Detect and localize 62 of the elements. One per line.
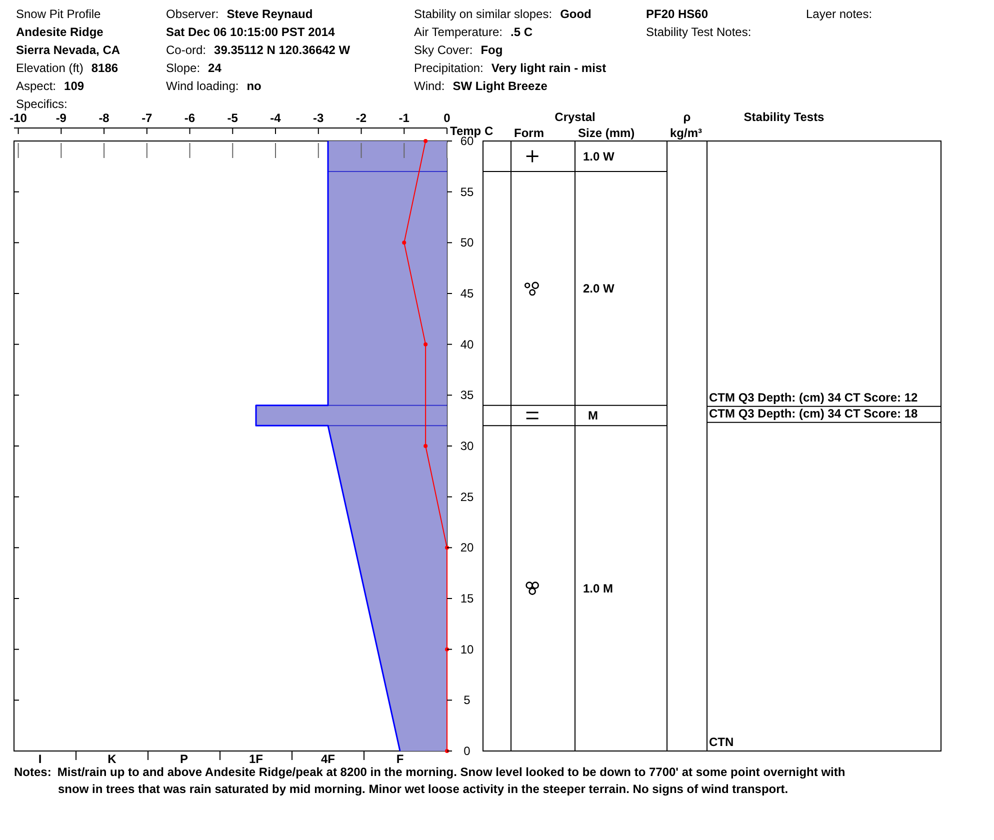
y-tick-label: 35 xyxy=(460,388,474,402)
text: Stability Test Notes: xyxy=(646,25,752,39)
x2-tick-label: 0 xyxy=(444,111,451,125)
text: CTN xyxy=(709,735,734,749)
x2-tick-label: -2 xyxy=(356,111,367,125)
text: CTM Q3 Depth: (cm) 34 CT Score: 12 xyxy=(709,390,918,404)
x-tick-label: 1F xyxy=(248,752,264,766)
x-tick-label: F xyxy=(396,752,404,766)
text: Sky Cover: Fog xyxy=(414,43,503,57)
y-tick-label: 40 xyxy=(460,337,474,352)
text: Precipitation: Very light rain - mist xyxy=(414,61,606,75)
text: 1.0 W xyxy=(583,149,616,164)
text: Air Temperature: .5 C xyxy=(414,25,533,39)
x-tick-label: I xyxy=(38,752,42,766)
text: Sierra Nevada, CA xyxy=(16,43,120,57)
text: Specifics: xyxy=(16,97,68,111)
x2-tick-label: -7 xyxy=(142,111,153,125)
category-label: Form xyxy=(514,126,544,140)
text: Notes: Mist/rain up to and above Andesite Ridge/peak at 8200 in the morning. Snow level looked to be down to 7700' at some point overnight with snow in trees that was rain saturated by mid morning. Minor wet loose activity in the steeper terrain. No signs of wind transport. xyxy=(14,765,846,796)
y-tick-label: 25 xyxy=(460,490,474,504)
x-tick-label: P xyxy=(180,752,188,766)
category-label: Stability Tests xyxy=(744,110,825,124)
x-tick-label: 4F xyxy=(320,752,336,766)
x2-tick-label: -9 xyxy=(56,111,67,125)
text: Slope: 24 xyxy=(166,61,222,75)
text: Sat Dec 06 10:15:00 PST 2014 xyxy=(166,25,336,39)
x2-tick-label: -6 xyxy=(184,111,196,125)
x2-tick-label: -1 xyxy=(398,111,410,125)
text: PF20 HS60 xyxy=(646,7,708,21)
text: Elevation (ft) 8186 xyxy=(16,61,118,75)
x-tick-label: K xyxy=(108,752,117,766)
text: Observer: Steve Reynaud xyxy=(166,7,313,21)
text: ρ xyxy=(683,110,691,124)
text: Co-ord: 39.35112 N 120.36642 W xyxy=(166,43,351,57)
text: 2.0 W xyxy=(583,281,616,296)
text: Wind loading: no xyxy=(166,79,262,93)
y-tick-label: 30 xyxy=(460,439,474,453)
y-tick-label: 5 xyxy=(464,693,471,708)
text: CTM Q3 Depth: (cm) 34 CT Score: 18 xyxy=(709,406,918,420)
text: Stability on similar slopes: Good xyxy=(414,7,592,21)
x2-tick-label: -5 xyxy=(227,111,238,125)
y-tick-label: 0 xyxy=(464,744,471,758)
text: M xyxy=(588,408,598,422)
y-tick-label: 50 xyxy=(460,236,474,250)
text: Andesite Ridge xyxy=(16,25,104,39)
y-tick-label: 45 xyxy=(460,286,474,300)
text: Layer notes: xyxy=(806,7,872,21)
chart-title: Snow Pit Profile xyxy=(16,7,102,21)
category-label: Size (mm) xyxy=(578,126,635,140)
x2-tick-label: -3 xyxy=(313,111,324,125)
y-tick-label: 10 xyxy=(460,642,474,656)
y-tick-label: 20 xyxy=(460,540,474,555)
text: Wind: SW Light Breeze xyxy=(414,79,548,93)
y-tick-label: 15 xyxy=(460,592,474,606)
x2-tick-label: -4 xyxy=(270,111,282,125)
x2-tick-label: -10 xyxy=(10,111,28,125)
text: Crystal xyxy=(554,110,596,124)
y-tick-label: 55 xyxy=(460,184,474,199)
text: Aspect: 109 xyxy=(16,79,84,93)
x2-tick-label: -8 xyxy=(98,111,110,125)
category-label: kg/m³ xyxy=(670,126,702,140)
text: 1.0 M xyxy=(583,581,614,596)
